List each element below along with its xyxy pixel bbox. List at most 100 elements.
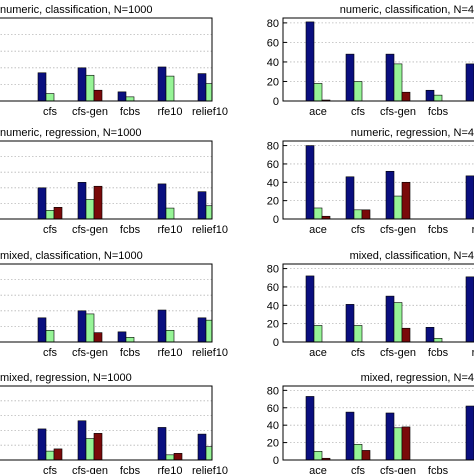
- panel-7: cfs cfs-gen fcbs rfe10 relief10 mixed, regres…: [0, 372, 228, 474]
- x-tick-label: cfs: [43, 465, 58, 474]
- panel-7-title: mixed, regression, N=1000: [0, 372, 132, 384]
- bar: [165, 329, 175, 342]
- bar: [353, 81, 363, 101]
- panel-3-axes-frame: [0, 140, 213, 220]
- y-tick-label: 60: [267, 159, 279, 171]
- bar: [125, 96, 135, 101]
- y-tick-label: 40: [267, 177, 279, 189]
- panel-5: cfs cfs-gen fcbs rfe10 relief10 mixed, classi…: [0, 250, 228, 359]
- x-tick-label: ace: [309, 224, 327, 236]
- panel-1-axes-frame: [0, 17, 213, 102]
- bar: [385, 412, 395, 460]
- panel-3-title: numeric, regression, N=1000: [0, 127, 142, 139]
- x-tick-label: fcbs: [428, 224, 449, 236]
- x-tick-label: ace: [309, 347, 327, 359]
- bar: [393, 302, 403, 342]
- bar: [117, 331, 127, 342]
- bar: [425, 89, 435, 101]
- y-tick-label: 80: [267, 385, 279, 397]
- bar: [353, 444, 363, 460]
- panel-6-axes-frame: [282, 263, 474, 343]
- bar: [345, 53, 355, 101]
- x-tick-label: cfs: [351, 347, 366, 359]
- bar: [53, 448, 63, 460]
- bar: [305, 21, 315, 101]
- panel-8-plot-area: [283, 389, 474, 460]
- bar: [45, 329, 55, 342]
- bar: [157, 427, 167, 460]
- y-tick-label: 0: [273, 455, 279, 467]
- bar: [401, 426, 411, 460]
- bar: [433, 338, 443, 342]
- bar: [165, 207, 175, 219]
- bar: [197, 433, 207, 460]
- x-tick-label: rfe10: [157, 224, 182, 236]
- bar: [465, 63, 474, 101]
- bar: [85, 199, 95, 219]
- bar: [197, 73, 207, 101]
- bar: [214, 339, 222, 342]
- bar: [401, 91, 411, 101]
- x-tick-label: relief10: [192, 106, 228, 118]
- bar: [393, 427, 403, 460]
- bar: [345, 411, 355, 460]
- y-tick-label: 20: [267, 438, 279, 450]
- panel-1: cfs cfs-gen fcbs rfe10 relief10 numeric, clas…: [0, 4, 228, 118]
- y-tick-label: 20: [267, 76, 279, 88]
- bar: [345, 176, 355, 219]
- panel-5-axes-frame: [0, 263, 213, 343]
- y-tick-label: 0: [273, 96, 279, 108]
- bar: [85, 438, 95, 460]
- bar: [77, 420, 87, 460]
- x-tick-label: fcbs: [120, 465, 141, 474]
- x-tick-label: cfs: [351, 465, 366, 474]
- x-tick-label: relief10: [192, 224, 228, 236]
- bar: [85, 74, 95, 101]
- bar: [77, 310, 87, 342]
- y-tick-label: 40: [267, 300, 279, 312]
- panel-2-title: numeric, classification, N=4: [340, 4, 474, 16]
- panel-1-plot-area: [0, 34, 212, 101]
- bar: [205, 446, 212, 460]
- bar: [305, 396, 315, 460]
- panel-8-title: mixed, regression, N=4: [361, 372, 474, 384]
- bar: [393, 63, 403, 101]
- bar: [173, 453, 183, 460]
- bar: [205, 205, 212, 219]
- bar: [93, 433, 103, 460]
- bar: [465, 405, 474, 460]
- bar: [157, 309, 167, 342]
- x-tick-label: ace: [309, 106, 327, 118]
- bar: [214, 453, 222, 460]
- x-tick-label: cfs-gen: [72, 465, 108, 474]
- panel-7-plot-area: [0, 400, 222, 460]
- y-tick-label: 80: [267, 264, 279, 276]
- bar: [385, 53, 395, 101]
- bar: [313, 207, 323, 219]
- bar: [45, 93, 55, 101]
- y-tick-label: 60: [267, 282, 279, 294]
- x-tick-label: cfs-gen: [72, 347, 108, 359]
- x-tick-label: fcbs: [428, 347, 449, 359]
- x-tick-label: cfs: [351, 106, 366, 118]
- bar: [125, 337, 135, 342]
- x-tick-label: rfe10: [157, 465, 182, 474]
- bar: [93, 89, 103, 101]
- bar: [157, 183, 167, 219]
- bar: [197, 317, 207, 342]
- x-tick-label: rfe10: [157, 347, 182, 359]
- bar: [93, 332, 103, 342]
- x-tick-label: cfs-gen: [380, 465, 416, 474]
- bar: [37, 72, 47, 101]
- x-tick-label: fcbs: [120, 106, 141, 118]
- x-tick-label: rfe: [472, 347, 474, 359]
- panel-5-title: mixed, classification, N=1000: [0, 250, 143, 262]
- panel-4-plot-area: [283, 145, 474, 219]
- y-tick-label: 60: [267, 403, 279, 415]
- bar: [401, 327, 411, 342]
- bar: [465, 276, 474, 342]
- panel-8-axes-frame: [282, 385, 474, 461]
